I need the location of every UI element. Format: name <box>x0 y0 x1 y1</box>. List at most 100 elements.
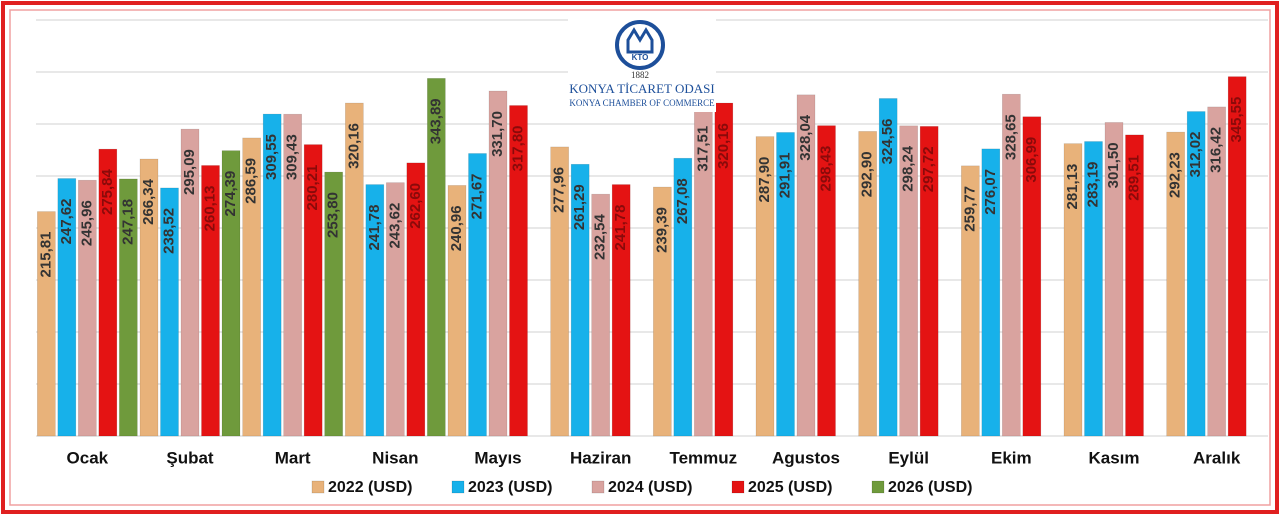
logo-emblem-text: KTO <box>632 53 649 62</box>
bar <box>570 163 590 437</box>
legend-label: 2026 (USD) <box>888 479 972 496</box>
value-label: 240,96 <box>448 205 465 251</box>
value-label: 241,78 <box>366 205 383 251</box>
value-label: 243,62 <box>386 203 403 249</box>
value-label: 298,43 <box>817 146 834 192</box>
value-label: 316,42 <box>1208 127 1225 173</box>
value-label: 309,55 <box>263 134 280 180</box>
bar <box>1104 122 1124 437</box>
x-tick-label: Agustos <box>772 448 840 467</box>
value-label: 286,59 <box>243 158 260 204</box>
value-label: 247,18 <box>119 199 136 245</box>
value-label: 295,09 <box>181 149 198 195</box>
value-label: 238,52 <box>160 208 177 254</box>
bar <box>653 186 672 437</box>
legend-label: 2024 (USD) <box>608 479 692 496</box>
value-label: 291,91 <box>776 152 793 198</box>
bar <box>447 185 467 437</box>
bar <box>1125 134 1144 437</box>
value-label: 281,13 <box>1064 164 1081 210</box>
value-label: 320,16 <box>345 123 362 169</box>
bar <box>488 90 508 437</box>
value-label: 260,13 <box>201 185 218 231</box>
bar <box>817 125 836 437</box>
bar <box>1207 106 1226 437</box>
logo-year: 1882 <box>631 70 649 80</box>
value-label: 266,34 <box>140 178 157 225</box>
bar <box>550 146 569 437</box>
value-label: 324,56 <box>879 118 896 164</box>
value-label: 267,08 <box>674 178 691 224</box>
bar <box>427 78 446 437</box>
bar <box>1002 93 1021 437</box>
bar <box>776 132 795 437</box>
legend-label: 2022 (USD) <box>328 479 412 496</box>
bar <box>1022 116 1042 437</box>
legend-swatch <box>731 480 745 494</box>
bar <box>98 148 118 437</box>
value-label: 345,55 <box>1228 97 1245 143</box>
value-label: 328,04 <box>797 114 814 161</box>
bar <box>324 171 343 437</box>
bar <box>283 113 302 437</box>
value-label: 271,67 <box>468 173 485 219</box>
bar <box>981 148 1001 437</box>
bar <box>37 211 56 437</box>
legend-label: 2025 (USD) <box>748 479 832 496</box>
logo-name: KONYA TİCARET ODASI <box>569 81 714 96</box>
bar <box>201 165 220 437</box>
bar <box>899 125 918 437</box>
value-label: 292,90 <box>859 151 876 197</box>
bar <box>591 193 610 437</box>
bar <box>919 126 939 437</box>
value-label: 317,80 <box>509 125 526 171</box>
bar <box>1063 143 1083 437</box>
bar <box>468 153 487 437</box>
bar <box>1084 141 1103 437</box>
bar <box>961 165 980 437</box>
bar <box>878 98 898 437</box>
value-label: 317,51 <box>694 126 711 172</box>
logo-emblem <box>615 20 665 70</box>
bar <box>119 178 138 437</box>
bar <box>858 131 877 437</box>
bar <box>221 150 241 437</box>
bar <box>714 102 734 437</box>
bar <box>78 179 97 437</box>
x-tick-label: Nisan <box>372 448 418 467</box>
value-label: 297,72 <box>920 146 937 192</box>
bar <box>365 184 385 437</box>
logo-subtitle: KONYA CHAMBER OF COMMERCE <box>569 98 715 108</box>
bar <box>755 136 775 437</box>
legend-swatch <box>451 480 465 494</box>
value-label: 276,07 <box>982 169 999 215</box>
inner-frame <box>9 9 1271 506</box>
logo: KTO 1882 KONYA TİCARET ODASI KONYA CHAMB… <box>568 14 716 112</box>
value-label: 312,02 <box>1187 131 1204 177</box>
x-tick-label: Mart <box>275 448 311 467</box>
x-tick-label: Haziran <box>570 448 631 467</box>
x-tick-label: Ocak <box>67 448 109 467</box>
value-label: 328,65 <box>1002 114 1019 160</box>
bar <box>345 102 364 437</box>
bar <box>509 105 528 437</box>
value-label: 253,80 <box>325 192 342 238</box>
bar <box>673 157 693 437</box>
bar <box>180 128 200 437</box>
value-label: 301,50 <box>1105 142 1122 188</box>
legend-label: 2023 (USD) <box>468 479 552 496</box>
x-tick-label: Şubat <box>166 448 214 467</box>
value-label: 259,77 <box>961 186 978 232</box>
x-tick-label: Kasım <box>1088 448 1139 467</box>
value-label: 275,84 <box>99 168 116 215</box>
x-tick-label: Aralık <box>1193 448 1241 467</box>
value-label: 306,99 <box>1023 137 1040 183</box>
value-label: 232,54 <box>592 214 609 261</box>
value-label: 280,21 <box>304 165 321 211</box>
x-tick-label: Mayıs <box>474 448 521 467</box>
value-label: 343,89 <box>427 98 444 144</box>
bar <box>1166 131 1185 437</box>
value-label: 277,96 <box>551 167 568 213</box>
